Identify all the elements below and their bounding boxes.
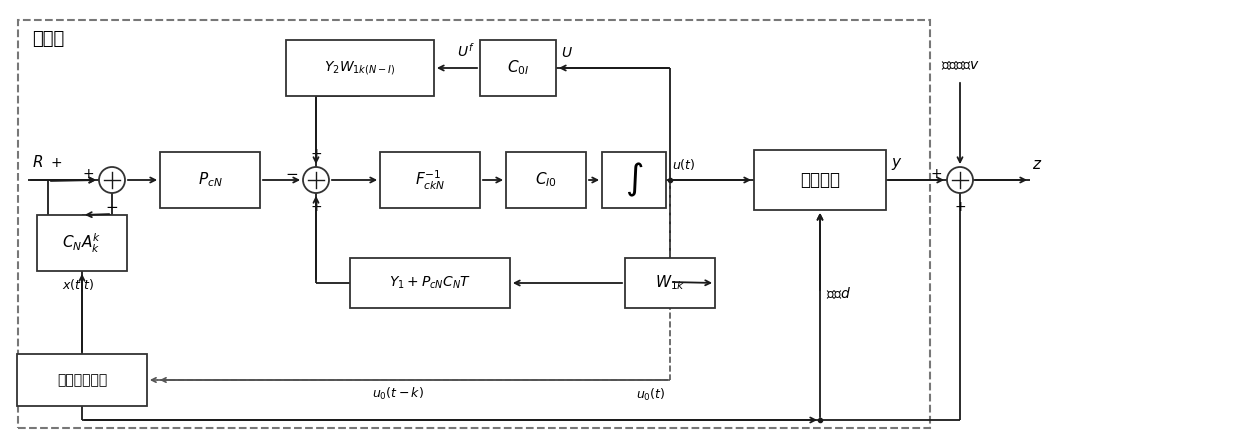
Text: +: +	[82, 167, 94, 181]
Text: −: −	[285, 167, 298, 181]
Text: 卡尔曼滤波器: 卡尔曼滤波器	[57, 373, 107, 387]
Text: $Y_2W_{1k(N-I)}$: $Y_2W_{1k(N-I)}$	[325, 59, 396, 77]
Bar	[601, 152, 666, 208]
Circle shape	[99, 167, 125, 193]
Text: +: +	[310, 147, 322, 161]
Text: $u(t)$: $u(t)$	[672, 157, 696, 172]
Text: $\int$: $\int$	[625, 161, 644, 199]
Text: $W_{1k}$: $W_{1k}$	[655, 274, 686, 293]
Bar	[754, 150, 887, 210]
Bar	[625, 258, 715, 308]
Text: $P_{cN}$: $P_{cN}$	[197, 171, 222, 190]
Text: $C_NA_k^k$: $C_NA_k^k$	[62, 232, 102, 254]
Text: $z$: $z$	[1032, 157, 1043, 172]
Text: +: +	[50, 156, 62, 170]
Text: +: +	[955, 200, 966, 214]
Circle shape	[303, 167, 329, 193]
Text: +: +	[310, 200, 322, 214]
Bar	[480, 40, 556, 96]
Text: $u_0(t)$: $u_0(t)$	[636, 387, 665, 403]
Text: $Y_1+P_{cN}C_NT$: $Y_1+P_{cN}C_NT$	[389, 275, 471, 291]
Bar	[506, 152, 587, 208]
Bar	[379, 152, 480, 208]
Text: $x(t|t)$: $x(t|t)$	[62, 277, 94, 293]
Text: 测量噪声$v$: 测量噪声$v$	[941, 58, 980, 72]
Text: $C_{0I}$: $C_{0I}$	[507, 59, 529, 78]
Text: 控制器: 控制器	[32, 30, 64, 48]
Text: $U$: $U$	[560, 46, 573, 60]
Bar	[160, 152, 260, 208]
Text: $U^f$: $U^f$	[458, 42, 475, 60]
Circle shape	[947, 167, 973, 193]
Bar	[350, 258, 510, 308]
Text: +: +	[930, 167, 942, 181]
Bar	[286, 40, 434, 96]
Text: $F_{ckN}^{-1}$: $F_{ckN}^{-1}$	[414, 168, 445, 192]
Text: 干扰$d$: 干扰$d$	[826, 285, 851, 301]
Text: $u_0(t-k)$: $u_0(t-k)$	[372, 386, 424, 402]
Text: −: −	[105, 200, 118, 215]
Text: 被控对象: 被控对象	[800, 171, 839, 189]
Text: $y$: $y$	[892, 156, 903, 172]
Text: $R$: $R$	[32, 154, 43, 170]
Bar	[17, 354, 148, 406]
Text: $C_{I0}$: $C_{I0}$	[534, 171, 557, 190]
Bar	[37, 215, 126, 271]
